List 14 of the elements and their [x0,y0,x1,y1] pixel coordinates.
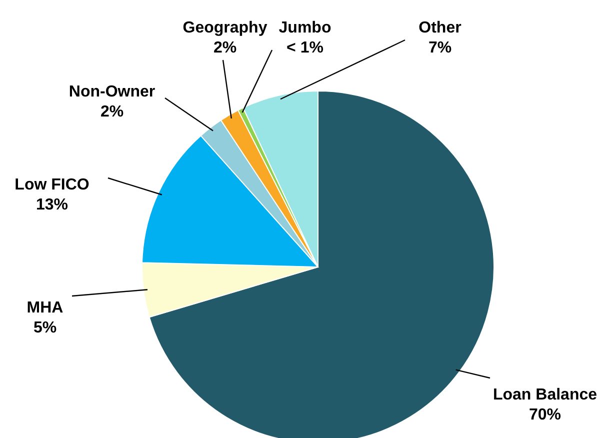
data-label: 2% [100,103,124,120]
slice-label: Other [418,19,462,36]
slice-label: Low FICO [14,176,90,194]
data-label: 5% [33,319,57,336]
slice-label: Loan Balance [492,386,598,404]
slice-label: Geography [182,19,268,36]
data-label: 2% [213,39,237,56]
slice-label: MHA [26,299,64,316]
data-label: 13% [36,196,68,214]
slice-label: Non-Owner [68,83,156,100]
data-label: 70% [528,406,562,424]
data-label: < 1% [286,39,324,56]
slice-label: Jumbo [278,19,332,36]
data-label: 7% [428,39,452,56]
